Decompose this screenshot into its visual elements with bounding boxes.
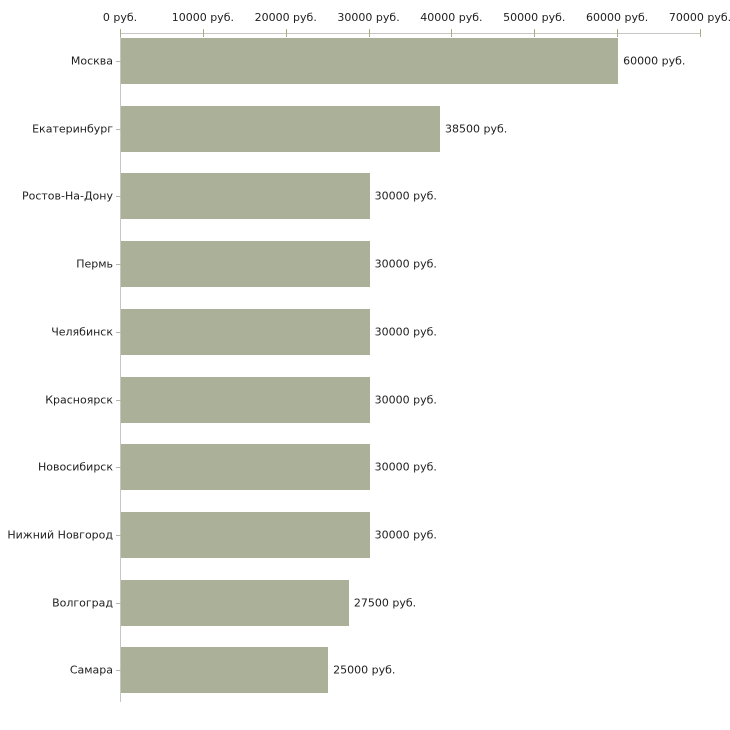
y-axis-tick-mark	[116, 331, 121, 333]
category-label: Новосибирск	[37, 460, 113, 474]
bar	[121, 647, 329, 694]
y-axis-tick-mark	[116, 196, 121, 198]
x-axis-tick-label: 70000 руб.	[668, 11, 730, 24]
category-label: Нижний Новгород	[7, 528, 113, 542]
value-label: 30000 руб.	[374, 393, 437, 406]
value-label: 60000 руб.	[623, 54, 686, 68]
x-axis-tick-label: 60000 руб.	[586, 11, 649, 24]
bar	[121, 241, 370, 288]
y-axis-tick-mark	[116, 467, 121, 469]
y-axis-tick-mark	[116, 61, 121, 62]
bar-row: Новосибирск 30000 руб.	[38, 440, 701, 508]
bar-row: Екатеринбург 38500 руб.	[32, 102, 701, 170]
y-axis-tick-mark	[116, 534, 121, 536]
bar-row: Самара 25000 руб.	[70, 643, 701, 711]
x-axis-tick-mark	[700, 29, 701, 37]
category-label: Пермь	[76, 257, 113, 271]
bar	[121, 444, 370, 491]
value-label: 30000 руб.	[374, 257, 437, 271]
x-axis-tick-mark	[451, 29, 453, 37]
x-axis-tick-label: 30000 руб.	[337, 11, 400, 24]
x-axis-tick-label: 10000 руб.	[171, 11, 234, 24]
bar	[121, 376, 370, 423]
bar	[121, 308, 370, 355]
x-axis-tick-mark	[285, 29, 287, 37]
bar	[121, 38, 619, 84]
bar-row: Челябинск 30000 руб.	[51, 305, 701, 373]
bar	[121, 173, 370, 220]
x-axis-tick-label: 0 руб.	[102, 11, 138, 24]
x-axis-tick-mark	[368, 29, 370, 37]
bar-row: Волгоград 27500 руб.	[52, 576, 701, 644]
value-label: 30000 руб.	[374, 460, 437, 474]
bar-row: Пермь 30000 руб.	[76, 237, 701, 305]
bar-row: Красноярск 30000 руб.	[45, 373, 701, 441]
bar	[121, 579, 349, 626]
y-axis-tick-mark	[116, 399, 121, 401]
value-label: 30000 руб.	[374, 189, 437, 203]
category-label: Москва	[70, 54, 113, 68]
x-axis-tick-mark	[534, 29, 536, 37]
x-axis-labels: 0 руб. 10000 руб. 20000 руб. 30000 руб. 4000…	[0, 0, 730, 33]
x-axis-tick-mark	[120, 29, 121, 37]
bar	[121, 511, 370, 558]
value-label: 30000 руб.	[374, 528, 437, 542]
y-axis-tick-mark	[116, 670, 121, 672]
y-axis-tick-mark	[116, 264, 121, 266]
bar	[121, 105, 440, 152]
bar-row: Москва 60000 руб.	[71, 34, 701, 102]
x-axis-tick-label: 40000 руб.	[420, 11, 483, 24]
value-label: 27500 руб.	[353, 596, 417, 610]
plot-area: Москва 60000 руб. Екатеринбург 38500 руб. Ро…	[7, 29, 701, 702]
value-label: 25000 руб.	[333, 663, 396, 677]
y-axis-tick-mark	[116, 602, 121, 604]
value-label: 38500 руб.	[445, 122, 508, 136]
x-axis-tick-mark	[202, 29, 204, 37]
value-label: 30000 руб.	[374, 325, 437, 339]
category-label: Красноярск	[45, 393, 113, 406]
category-label: Екатеринбург	[32, 122, 113, 136]
category-label: Ростов-На-Дону	[21, 189, 113, 203]
category-label: Челябинск	[51, 325, 113, 339]
bar-row: Нижний Новгород 30000 руб.	[7, 508, 701, 576]
x-axis-tick-label: 50000 руб.	[503, 11, 566, 24]
y-axis-tick-mark	[116, 128, 121, 130]
category-label: Волгоград	[52, 596, 113, 610]
x-axis-tick-label: 20000 руб.	[254, 11, 317, 24]
bar-row: Ростов-На-Дону 30000 руб.	[22, 169, 701, 237]
category-label: Самара	[69, 663, 113, 677]
x-axis-tick-mark	[617, 29, 619, 37]
